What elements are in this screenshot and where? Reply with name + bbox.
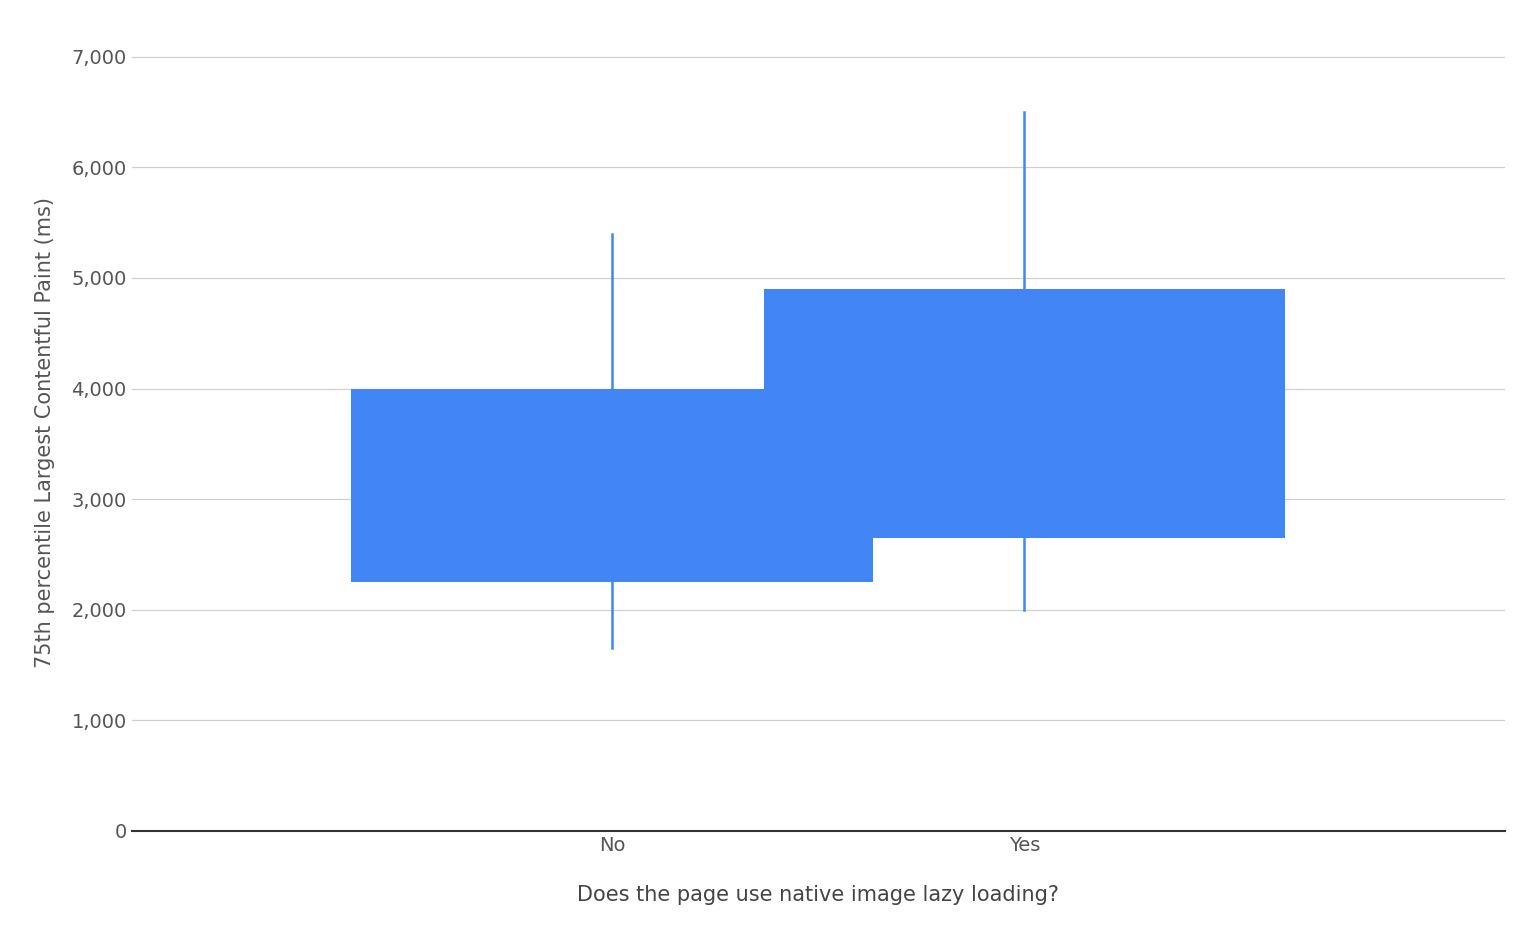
Bar bbox=[351, 388, 873, 582]
Y-axis label: 75th percentile Largest Contentful Paint (ms): 75th percentile Largest Contentful Paint… bbox=[35, 197, 55, 668]
X-axis label: Does the page use native image lazy loading?: Does the page use native image lazy load… bbox=[578, 885, 1060, 905]
Bar bbox=[764, 289, 1286, 538]
